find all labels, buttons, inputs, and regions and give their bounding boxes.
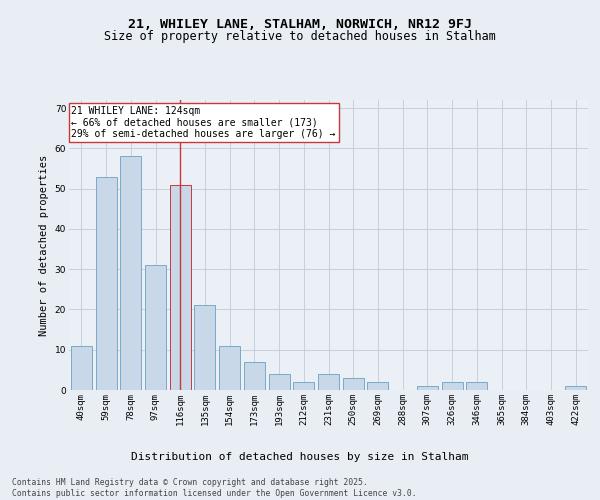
Bar [417, 386, 438, 390]
Text: 21, WHILEY LANE, STALHAM, NORWICH, NR12 9FJ: 21, WHILEY LANE, STALHAM, NORWICH, NR12 … [128, 18, 472, 30]
Bar [244, 362, 265, 390]
Text: Size of property relative to detached houses in Stalham: Size of property relative to detached ho… [104, 30, 496, 43]
Bar [269, 374, 290, 390]
Bar [194, 306, 215, 390]
Bar [293, 382, 314, 390]
Text: Contains HM Land Registry data © Crown copyright and database right 2025.
Contai: Contains HM Land Registry data © Crown c… [12, 478, 416, 498]
Bar [466, 382, 487, 390]
Bar [565, 386, 586, 390]
Bar [367, 382, 388, 390]
Text: 21 WHILEY LANE: 124sqm
← 66% of detached houses are smaller (173)
29% of semi-de: 21 WHILEY LANE: 124sqm ← 66% of detached… [71, 106, 336, 139]
Bar [71, 346, 92, 390]
Bar [442, 382, 463, 390]
Bar [145, 265, 166, 390]
Bar [95, 176, 116, 390]
Bar [120, 156, 141, 390]
Bar [343, 378, 364, 390]
Text: Distribution of detached houses by size in Stalham: Distribution of detached houses by size … [131, 452, 469, 462]
Y-axis label: Number of detached properties: Number of detached properties [39, 154, 49, 336]
Bar [318, 374, 339, 390]
Bar [219, 346, 240, 390]
Bar [170, 184, 191, 390]
